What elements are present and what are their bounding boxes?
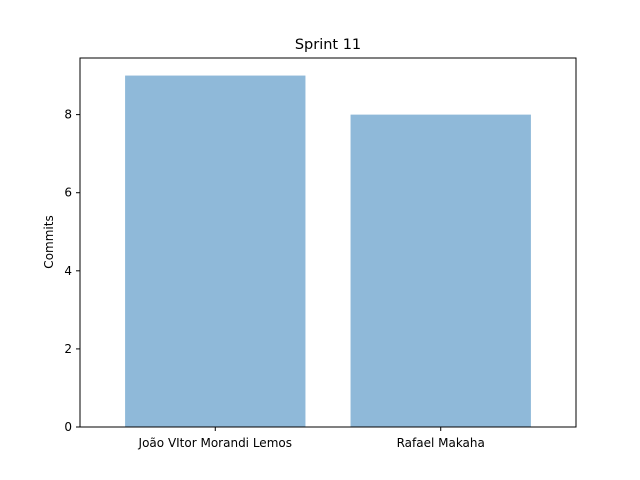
- y-tick-label: 8: [64, 108, 72, 122]
- x-tick-label: Rafael Makaha: [397, 436, 485, 450]
- y-axis-label: Commits: [42, 215, 56, 268]
- bar-0: [125, 76, 305, 427]
- bar-1: [351, 115, 531, 427]
- y-tick-label: 6: [64, 186, 72, 200]
- y-tick-label: 0: [64, 420, 72, 434]
- x-tick-label: João VItor Morandi Lemos: [138, 436, 292, 450]
- chart-title: Sprint 11: [295, 37, 361, 53]
- y-tick-label: 4: [64, 264, 72, 278]
- y-tick-label: 2: [64, 342, 72, 356]
